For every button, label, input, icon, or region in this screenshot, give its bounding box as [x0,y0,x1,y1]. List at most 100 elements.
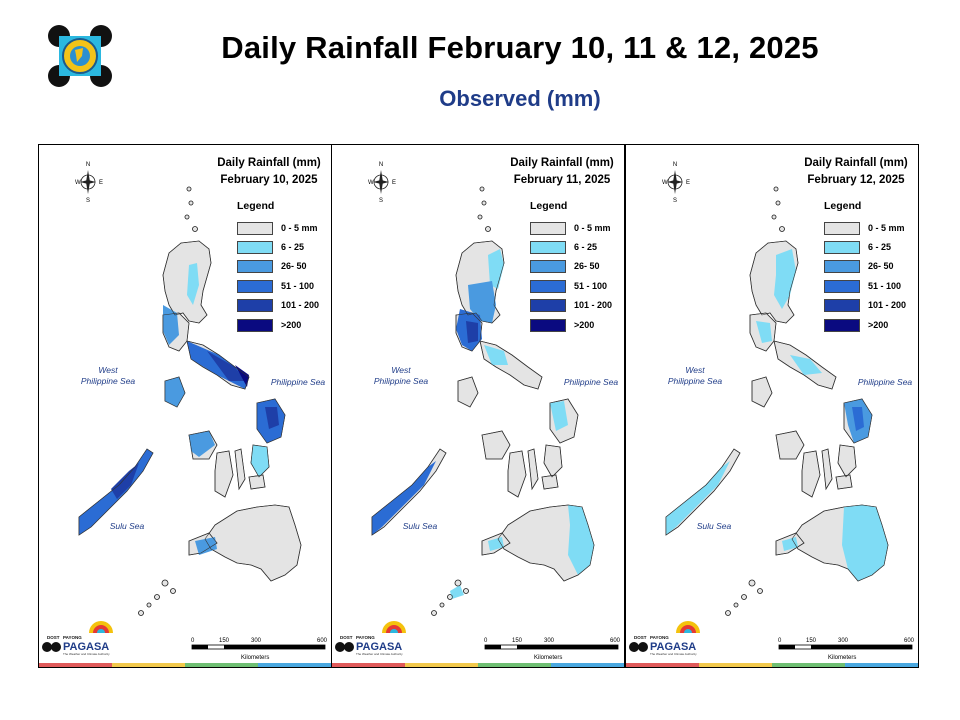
legend-swatch [237,221,273,235]
legend-label: 6 - 25 [574,242,598,252]
legend-swatch [824,240,860,254]
scale-label: 150 [512,638,523,644]
pagasa-logo: DOST PAYONG PAGASA The Weather and Clima… [628,617,708,657]
sulu-sea-label: Sulu Sea [696,521,732,531]
pagasa-tagline: The Weather and Climate Authority [63,652,110,656]
legend-item: 6 - 25 [530,240,597,254]
map-panel-feb-10: Daily Rainfall (mm) February 10, 2025 N … [38,144,332,668]
legend-item: 6 - 25 [824,240,891,254]
legend-item: 51 - 100 [824,279,901,293]
map-panel-feb-11: Daily Rainfall (mm) February 11, 2025 N … [331,144,625,668]
legend-swatch [237,259,273,273]
scale-label: 150 [219,638,230,644]
compass-e: E [686,180,690,186]
legend-label: 51 - 100 [868,281,902,291]
scale-label: 0 [778,638,782,644]
rainfall-map-feb-12 [665,186,889,616]
west-philippine-sea-label: West Philippine Sea [80,365,136,386]
panel-date: February 10, 2025 [220,174,318,186]
legend-label: >200 [574,320,595,330]
legend-swatch [824,279,860,293]
pagasa-text: PAGASA [356,641,402,653]
legend-item: 51 - 100 [530,279,607,293]
dost-text: DOST [340,635,353,640]
panel-date: February 11, 2025 [513,174,611,186]
legend-label: 101 - 200 [868,300,907,310]
pagasa-tagline: The Weather and Climate Authority [650,652,697,656]
compass-e: E [99,180,103,186]
compass-w: W [662,180,668,186]
footer-color-bar [39,663,331,667]
scale-label: 600 [610,638,621,644]
west-philippine-sea-label: West Philippine Sea [667,365,723,386]
legend-label: 0 - 5 mm [868,223,905,233]
scale-bar: 0 150 300 600 Kilometers [482,635,622,665]
legend-swatch [530,221,566,235]
legend-swatch [237,279,273,293]
legend-label: 26- 50 [574,261,600,271]
legend-title: Legend [530,200,568,212]
legend-swatch [237,318,273,332]
legend-swatch [237,240,273,254]
legend-title: Legend [824,200,862,212]
map-panel-feb-12: Daily Rainfall (mm) February 12, 2025 N … [625,144,919,668]
legend-label: 6 - 25 [281,242,305,252]
legend-swatch [824,298,860,312]
legend-label: 26- 50 [281,261,307,271]
panel-title-line-1: Daily Rainfall (mm) [804,157,908,169]
pagasa-logo: DOST PAYONG PAGASA The Weather and Clima… [41,617,121,657]
legend-label: >200 [281,320,302,330]
philippine-sea-label: Philippine Sea [270,377,326,387]
legend-label: 26- 50 [868,261,894,271]
payong-text: PAYONG [650,635,669,640]
west-philippine-sea-label: West Philippine Sea [373,365,429,386]
footer-color-bar [626,663,918,667]
legend-swatch [824,259,860,273]
pagasa-text: PAGASA [63,641,109,653]
legend-label: 51 - 100 [281,281,315,291]
legend-item: 101 - 200 [237,298,319,312]
scale-label: 300 [838,638,849,644]
pagasa-logo: DOST PAYONG PAGASA The Weather and Clima… [334,617,414,657]
legend-item: 101 - 200 [530,298,612,312]
compass-rose-icon: N S W E [660,159,690,204]
compass-n: N [86,162,90,168]
legend-item: >200 [824,318,888,332]
legend-item: 101 - 200 [824,298,906,312]
legend-item: 6 - 25 [237,240,304,254]
dost-text: DOST [47,635,60,640]
scale-label: 0 [484,638,488,644]
legend-item: >200 [530,318,594,332]
legend-item: 26- 50 [824,259,894,273]
legend-item: 0 - 5 mm [824,221,905,235]
scale-bar: 0 150 300 600 Kilometers [189,635,329,665]
rainfall-map-feb-11 [371,186,595,616]
pagasa-tagline: The Weather and Climate Authority [356,652,403,656]
panel-title: Daily Rainfall (mm) February 10, 2025 [209,155,329,189]
scale-unit: Kilometers [534,655,562,661]
compass-e: E [392,180,396,186]
rainfall-map-feb-10 [78,186,302,616]
legend-label: >200 [868,320,889,330]
scale-label: 600 [317,638,328,644]
dost-text: DOST [634,635,647,640]
legend-item: 0 - 5 mm [237,221,318,235]
pagasa-text: PAGASA [650,641,696,653]
legend-item: 0 - 5 mm [530,221,611,235]
legend-swatch [824,318,860,332]
scale-label: 300 [544,638,555,644]
scale-unit: Kilometers [241,655,269,661]
compass-n: N [379,162,383,168]
panel-date: February 12, 2025 [807,174,905,186]
scale-unit: Kilometers [828,655,856,661]
legend-item: 51 - 100 [237,279,314,293]
legend-swatch [530,279,566,293]
payong-text: PAYONG [356,635,375,640]
scale-label: 150 [806,638,817,644]
philippine-sea-label: Philippine Sea [857,377,913,387]
compass-s: S [86,198,90,203]
compass-s: S [379,198,383,203]
legend-swatch [237,298,273,312]
scale-bar: 0 150 300 600 Kilometers [776,635,916,665]
legend-label: 101 - 200 [281,300,320,310]
